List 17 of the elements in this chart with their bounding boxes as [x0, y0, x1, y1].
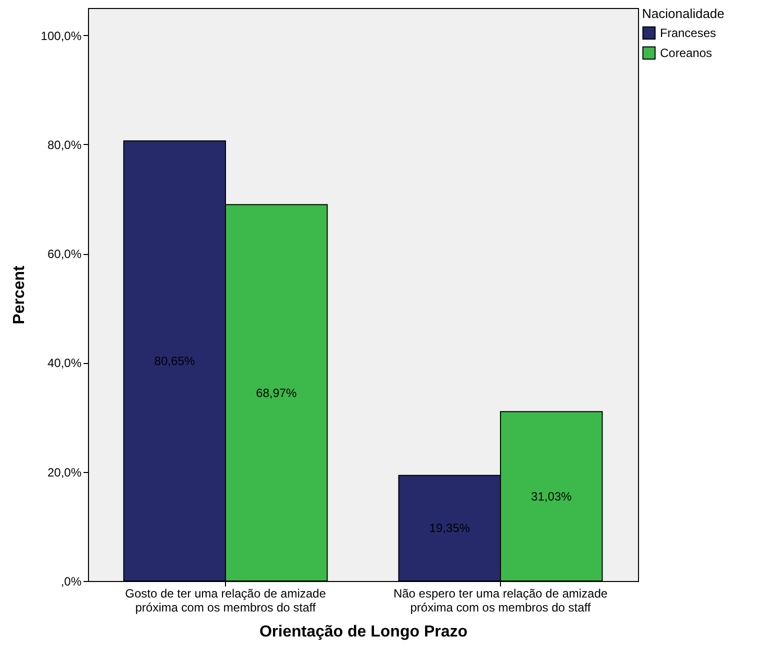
data-label: 68,97%	[256, 386, 298, 400]
data-label: 80,65%	[154, 354, 196, 368]
data-label: 31,03%	[531, 489, 572, 504]
y-tick-label: ,0%	[60, 574, 82, 588]
y-tick-label: 60,0%	[47, 247, 82, 262]
y-tick-label: 40,0%	[47, 356, 82, 370]
x-tick-label: Gosto de ter uma relação de amizade próxima com os membros do staff	[125, 586, 326, 614]
legend-title: Nacionalidade	[642, 6, 724, 21]
y-tick-label: 80,0%	[47, 138, 82, 152]
legend-label: Coreanos	[660, 46, 712, 60]
x-axis-title: Orientação de Longo Prazo	[259, 624, 468, 640]
x-tick-label: Não espero ter uma relação de amizade próxima com os membros do staff	[393, 586, 608, 614]
y-tick-label: 100,0%	[40, 28, 82, 43]
y-axis-title: Percent	[10, 264, 28, 324]
data-label: 19,35%	[429, 521, 470, 536]
legend-label: Franceses	[660, 26, 716, 40]
y-tick-label: 20,0%	[47, 465, 82, 480]
